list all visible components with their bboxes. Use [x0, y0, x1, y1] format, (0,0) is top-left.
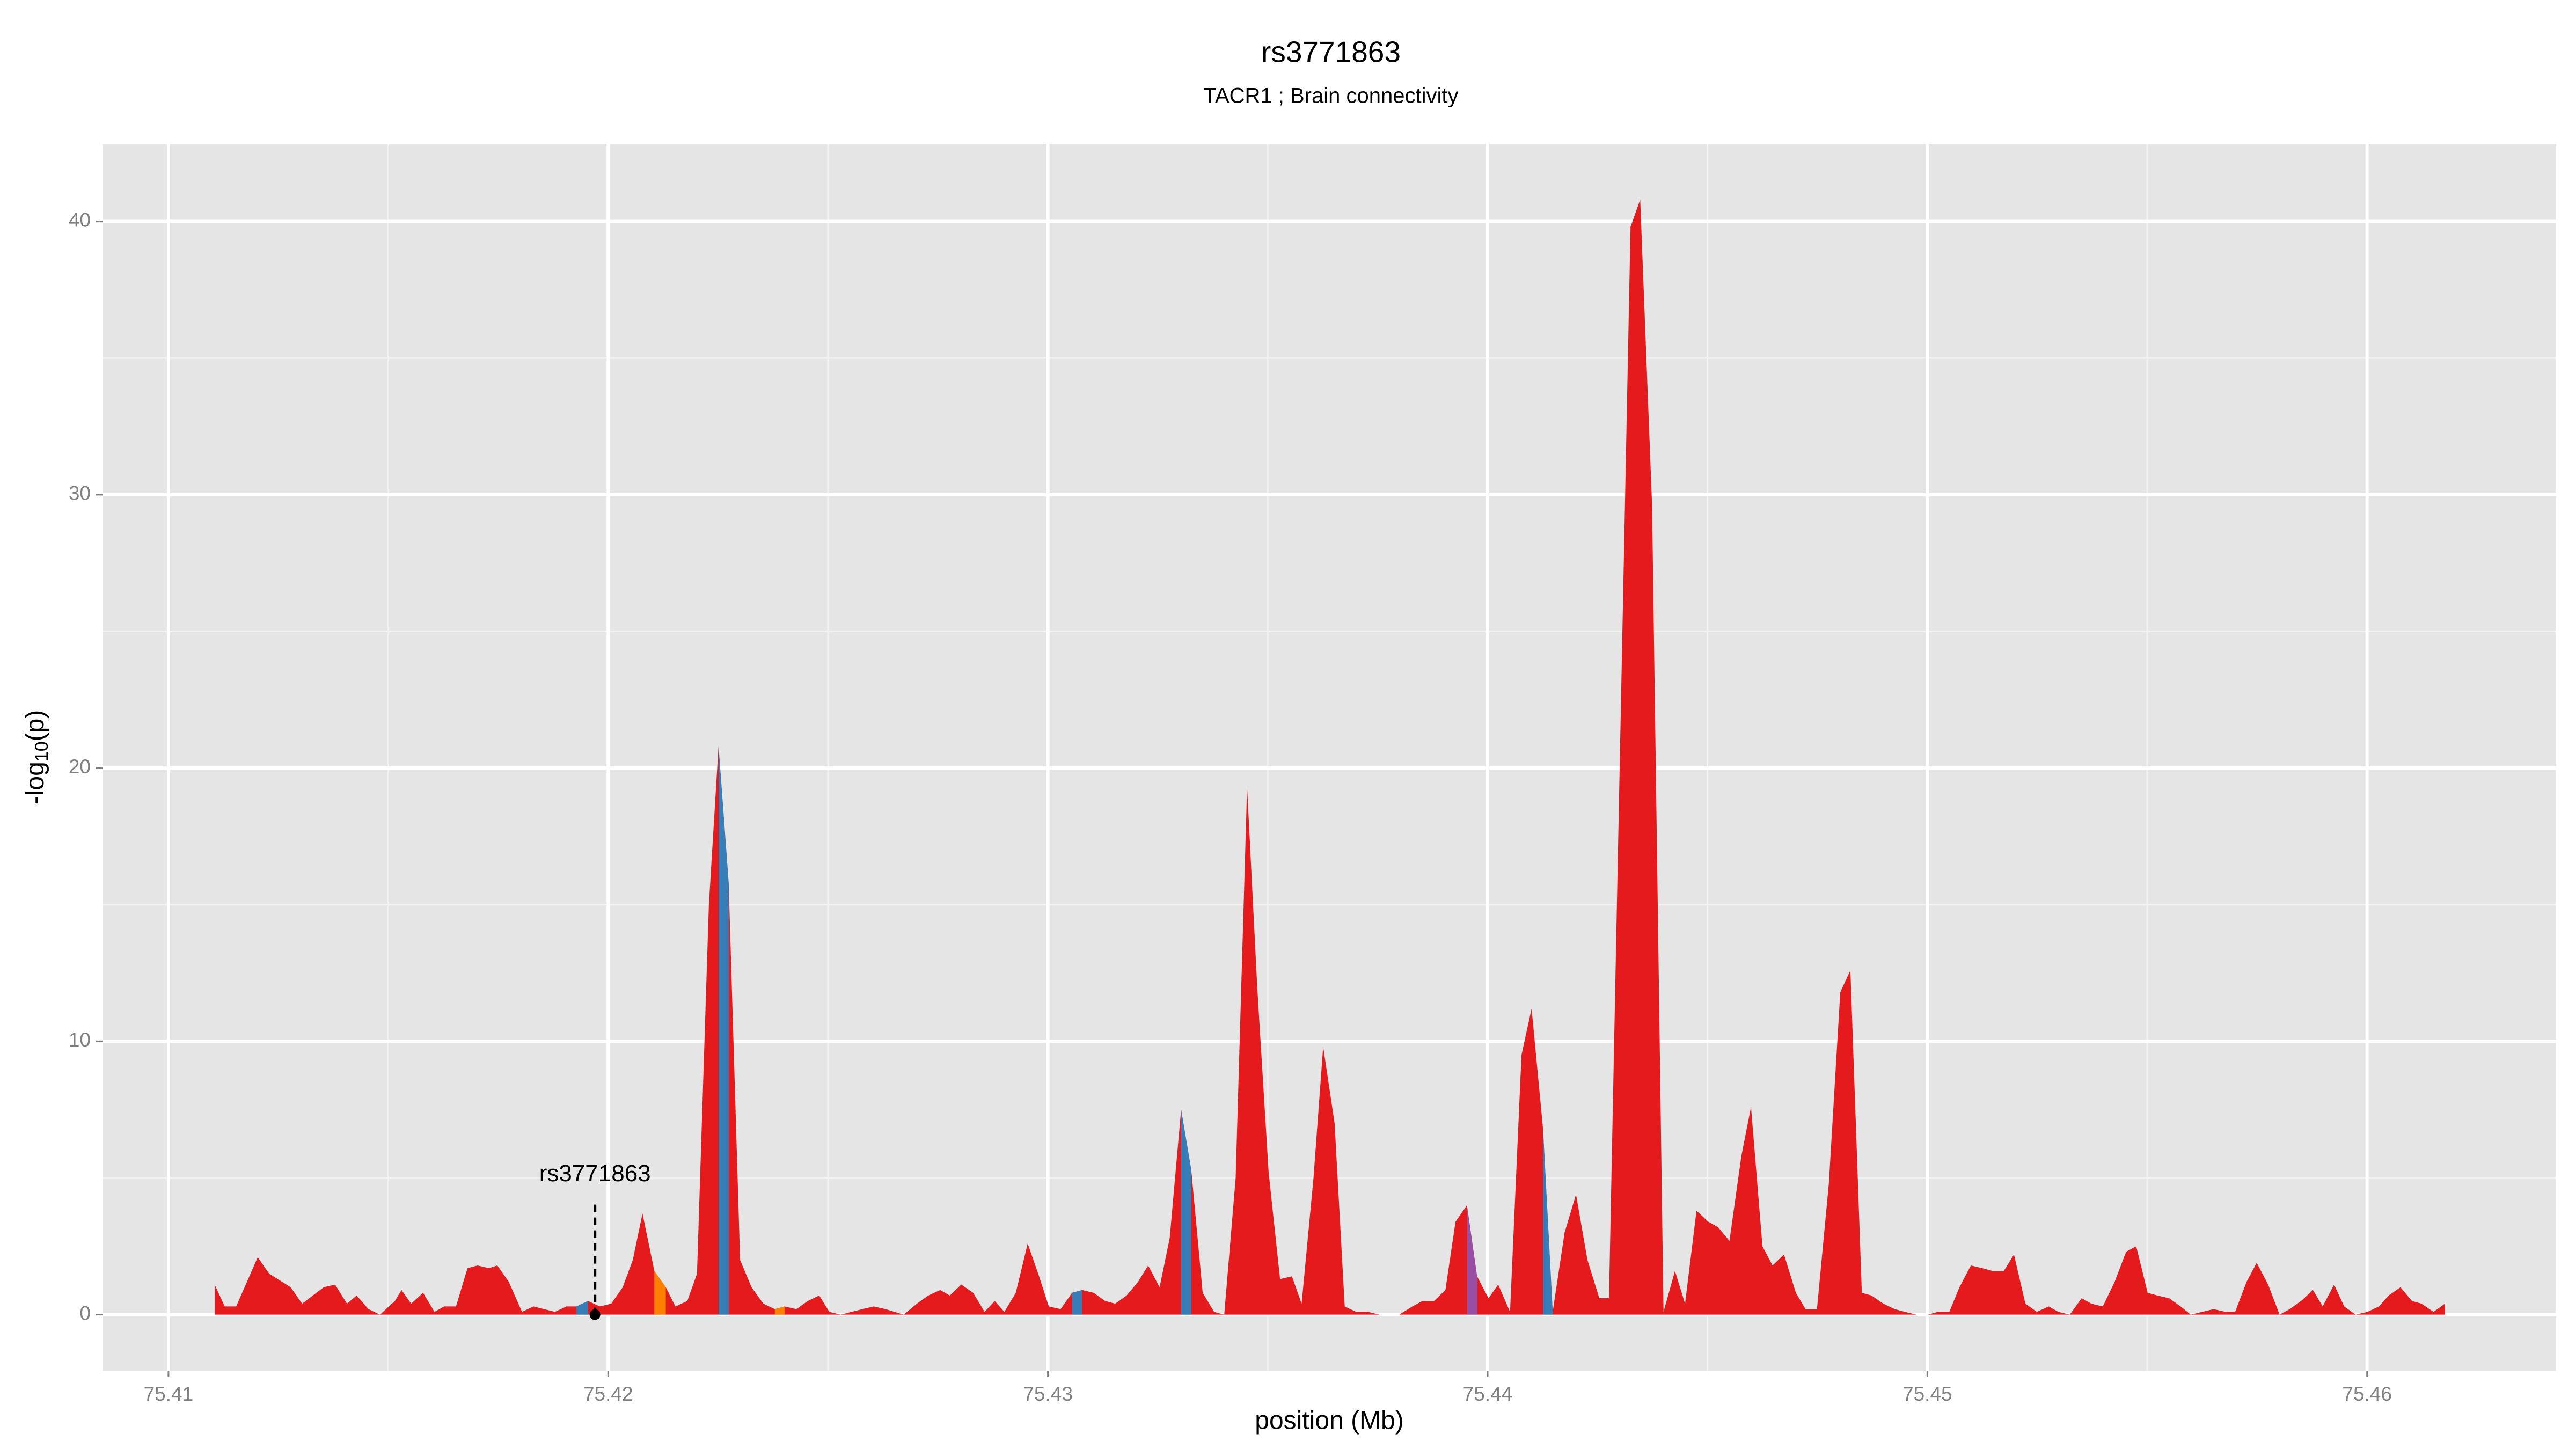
y-tick-label: 0: [79, 1302, 91, 1324]
x-axis-label: position (Mb): [1255, 1407, 1403, 1435]
y-tick-label: 30: [69, 482, 91, 504]
area: [1467, 1205, 1477, 1315]
annotation-label: rs3771863: [539, 1160, 651, 1187]
chart-title: rs3771863: [1261, 35, 1401, 69]
area: [214, 199, 2445, 1315]
annotation-point: [589, 1309, 601, 1320]
y-tick-label: 40: [69, 209, 91, 231]
x-tick-label: 75.43: [1023, 1383, 1073, 1405]
marks: rs3771863: [214, 199, 2445, 1320]
axes: 75.41 75.42 75.43 75.44 75.45 75.46 0 10 20 30 40: [69, 209, 2392, 1404]
x-tick-label: 75.44: [1463, 1383, 1513, 1405]
x-tick-label: 75.42: [583, 1383, 633, 1405]
x-tick-label: 75.41: [144, 1383, 194, 1405]
x-tick-label: 75.46: [2342, 1383, 2392, 1405]
grid: [103, 144, 2556, 1371]
y-tick-label: 20: [69, 756, 91, 778]
y-tick-label: 10: [69, 1029, 91, 1051]
x-tick-label: 75.45: [1902, 1383, 1952, 1405]
y-axis-label-part: (p): [21, 710, 49, 742]
y-axis-label-part: -log: [21, 762, 49, 804]
y-axis-label: -log10(p): [21, 710, 52, 805]
chart-subtitle: TACR1 ; Brain connectivity: [1204, 84, 1459, 108]
y-axis-label-subscript: 10: [32, 741, 52, 762]
